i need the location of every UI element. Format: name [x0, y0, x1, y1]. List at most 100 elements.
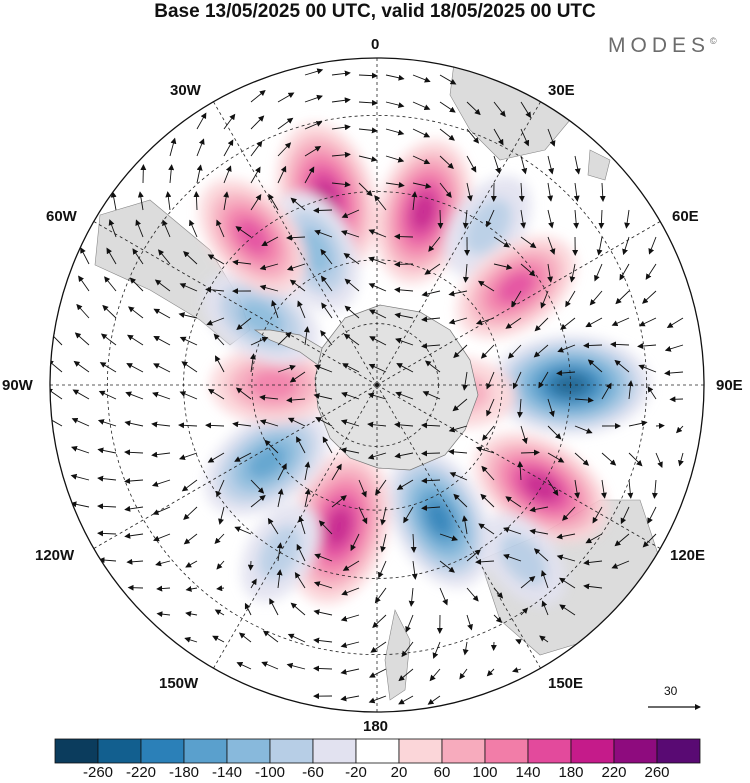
wind-vector [223, 191, 230, 211]
wind-vector [486, 398, 495, 417]
wind-vector [421, 477, 441, 484]
wind-vector [424, 263, 441, 275]
wind-vector [587, 359, 603, 373]
wind-vector [512, 371, 522, 390]
anomaly-center-15-level-1 [499, 533, 548, 586]
wind-vector [344, 278, 360, 292]
wind-vector [153, 308, 171, 319]
wind-vector [583, 342, 603, 349]
wind-vector [277, 165, 287, 184]
wind-vector [518, 182, 525, 202]
lon-label-180: 180 [363, 718, 389, 735]
anomaly-center-8-level-4 [325, 507, 353, 548]
wind-vector [232, 421, 252, 428]
wind-vector [453, 493, 468, 508]
wind-vector [642, 533, 657, 548]
wind-vector [216, 585, 225, 592]
vector-scale-label: 30 [664, 684, 678, 698]
wind-vector [378, 560, 387, 579]
wind-vector [466, 182, 473, 202]
wind-vector [664, 370, 684, 376]
wind-vector [368, 229, 387, 238]
wind-vector [452, 398, 468, 412]
wind-vector [647, 506, 657, 524]
wind-vector [183, 506, 198, 521]
colorbar-swatch [183, 738, 228, 764]
colorbar-tick-label: -140 [211, 764, 243, 781]
antarctica [253, 304, 479, 471]
wind-vector [181, 479, 198, 492]
wind-vector [439, 101, 456, 113]
wind-vector [547, 128, 556, 147]
wind-vector [547, 182, 554, 202]
wind-vector [314, 364, 333, 373]
wind-vector [517, 461, 524, 481]
wind-vector [343, 253, 360, 265]
wind-vector [340, 447, 360, 454]
lon-label-60e: 60E [672, 208, 699, 225]
wind-vector [624, 209, 631, 229]
wind-vector [401, 641, 414, 658]
wind-vector [294, 571, 306, 589]
wind-vector [341, 209, 360, 218]
wind-vector [207, 254, 225, 265]
wind-vector [421, 343, 441, 350]
wind-vector [181, 361, 198, 373]
wind-vector [178, 422, 198, 429]
wind-vector [520, 209, 527, 229]
pole-marker [373, 381, 381, 389]
wind-vector [380, 506, 387, 526]
wind-vector [598, 209, 605, 229]
wind-vector [601, 382, 612, 400]
wind-vector [207, 452, 225, 463]
wind-vector [289, 371, 306, 383]
wind-vector [331, 97, 351, 104]
wind-vector [250, 495, 266, 508]
lon-label-120e: 120E [670, 547, 706, 564]
wind-vector [126, 558, 144, 565]
wind-vector [421, 316, 441, 323]
wind-vector [385, 155, 405, 163]
wind-vector [152, 391, 171, 400]
wind-vector [137, 191, 144, 211]
wind-vector [154, 279, 171, 292]
wind-vector [614, 533, 630, 547]
wind-vector [655, 452, 663, 468]
wind-vector [611, 317, 630, 326]
wind-vector [290, 602, 306, 616]
wind-vector [97, 419, 117, 427]
wind-vector [574, 425, 593, 434]
wind-vector [614, 359, 630, 373]
anomaly-center-7-level-4 [425, 500, 453, 537]
wind-vector [322, 436, 333, 454]
wind-vector [153, 533, 171, 542]
wind-vector [421, 422, 441, 429]
colorbar-swatch [97, 738, 142, 764]
wind-vector [249, 353, 256, 373]
wind-vector [547, 452, 565, 463]
wind-vector [493, 128, 504, 146]
wind-vector [405, 614, 414, 633]
wind-vector [216, 560, 225, 570]
wind-vector [247, 560, 254, 571]
wind-vector [259, 394, 279, 401]
lon-label-150w: 150W [159, 675, 199, 692]
colorbar-tick-label: 60 [433, 764, 451, 781]
wind-vector [212, 635, 225, 643]
wind-vector [268, 193, 279, 211]
wind-vector [520, 128, 530, 147]
wind-vector [259, 284, 279, 292]
wind-vector [421, 290, 441, 297]
meridian [93, 221, 378, 386]
wind-vector [271, 299, 279, 319]
wind-vector [358, 182, 373, 197]
wind-vector [97, 475, 117, 482]
wind-vector [318, 520, 333, 535]
wind-vector [97, 530, 117, 537]
wind-vector [277, 92, 295, 103]
wind-vectors [50, 68, 684, 705]
colorbar-swatch [140, 738, 185, 764]
wind-vector [277, 463, 287, 481]
wind-vector [303, 326, 310, 346]
wind-vector [153, 363, 171, 373]
